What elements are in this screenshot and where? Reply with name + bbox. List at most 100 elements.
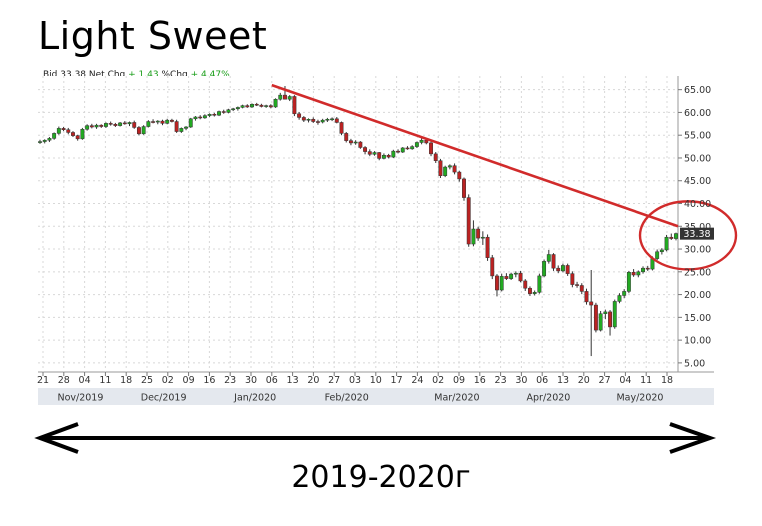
candle-body (509, 273, 514, 279)
trendline (271, 83, 679, 228)
candle-body (99, 124, 104, 127)
candle-body (254, 103, 259, 106)
candle-body (603, 311, 608, 314)
x-tick-label: 16 (474, 375, 486, 386)
candle-body (198, 116, 203, 119)
candle-body (127, 122, 132, 125)
y-tick-label: 35.00 (684, 222, 711, 233)
candle-body (348, 140, 353, 144)
candle-body (584, 291, 589, 303)
candle-body (287, 96, 292, 100)
candle-body (589, 301, 594, 306)
candle-body (575, 284, 580, 286)
period-arrow-right-head (669, 422, 717, 454)
x-tick-label: 09 (183, 375, 195, 386)
candle-body (424, 139, 429, 144)
x-tick-label: 06 (536, 375, 548, 386)
candle-body (250, 103, 254, 108)
x-tick-label: 10 (370, 375, 382, 386)
candle-body (339, 122, 344, 134)
candle-body (504, 276, 509, 279)
candle-body (122, 122, 127, 125)
candle-body (226, 109, 231, 113)
x-tick-label: 13 (287, 375, 299, 386)
x-tick-label: 23 (495, 375, 507, 386)
candle-body (188, 118, 193, 128)
candle-body (85, 125, 90, 130)
candle-body (396, 150, 400, 153)
pct-chg-value: + 4.47% (190, 70, 230, 80)
month-label: Feb/2020 (325, 393, 369, 404)
y-tick-label: 30.00 (684, 245, 711, 256)
candle-body (452, 165, 457, 173)
candle-body (160, 120, 165, 124)
candle-body (184, 126, 188, 129)
y-tick-label: 50.00 (684, 153, 711, 164)
candle-body (598, 313, 603, 331)
candle-body (476, 228, 481, 239)
candle-body (118, 122, 123, 126)
candle-body (259, 104, 264, 107)
y-tick-label: 55.00 (684, 131, 711, 142)
candle-body (358, 141, 363, 148)
candle-body (659, 249, 664, 253)
candle-body (316, 121, 320, 123)
candle-body (235, 107, 240, 110)
x-tick-label: 18 (661, 375, 673, 386)
candle-body (278, 94, 283, 100)
candle-body (363, 147, 368, 152)
y-tick-label: 60.00 (684, 108, 711, 119)
candle-body (273, 98, 278, 108)
candle-body (528, 287, 532, 294)
candle-body (513, 272, 518, 275)
candle-body (146, 121, 151, 127)
y-tick-label: 65.00 (684, 85, 711, 96)
x-tick-label: 03 (349, 375, 361, 386)
candle-body (466, 197, 471, 245)
candle-body (546, 254, 551, 262)
candle-body (104, 123, 108, 127)
candle-body (480, 236, 485, 239)
candle-body (155, 120, 160, 123)
x-tick-label: 02 (432, 375, 444, 386)
candle-body (447, 165, 452, 168)
x-tick-label: 17 (391, 375, 403, 386)
candle-body (240, 105, 245, 108)
bid-value: 33.38 (60, 70, 87, 80)
month-label: Nov/2019 (57, 393, 103, 404)
candle-body (612, 301, 617, 328)
candle-body (391, 150, 396, 158)
candle-body (311, 119, 316, 122)
x-tick-label: 02 (162, 375, 174, 386)
candle-body (38, 141, 42, 143)
x-tick-label: 21 (37, 375, 49, 386)
x-tick-label: 25 (141, 375, 153, 386)
candle-body (179, 128, 184, 132)
candle-body (367, 151, 372, 155)
month-label: Dec/2019 (141, 393, 187, 404)
y-tick-label: 45.00 (684, 176, 711, 187)
candle-body (457, 171, 462, 180)
candle-body (207, 114, 212, 116)
candle-body (268, 105, 273, 108)
candle-body (617, 295, 622, 302)
candle-body (490, 257, 495, 277)
candle-body (565, 265, 570, 274)
candle-body (419, 139, 424, 143)
candle-body (165, 119, 170, 124)
highlight-circle (638, 200, 738, 271)
candle-body (560, 265, 565, 272)
candle-body (542, 261, 547, 277)
candle-body (297, 113, 302, 118)
quote-line: Bid 33.38 Net Chg + 1.43 %Chg + 4.47% (43, 70, 230, 80)
net-chg-value: + 1.43 (128, 70, 159, 80)
month-label: Mar/2020 (434, 393, 479, 404)
x-tick-label: 16 (203, 375, 215, 386)
candle-body (626, 272, 631, 292)
x-tick-label: 20 (307, 375, 319, 386)
candle-body (485, 236, 490, 258)
bid-label: Bid (43, 70, 58, 80)
candle-body (471, 228, 476, 245)
x-tick-label: 13 (557, 375, 569, 386)
